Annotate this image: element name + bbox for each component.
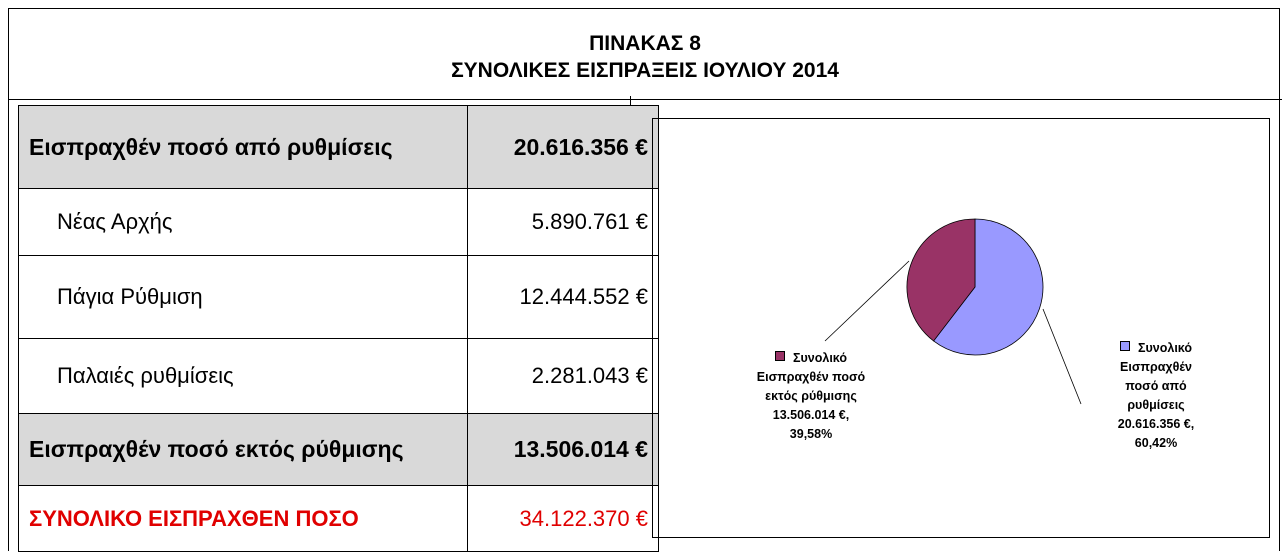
row-label: Εισπραχθέν ποσό από ρυθμίσεις [18, 105, 468, 189]
category-text: Συνολικό Εισπραχθέν ποσό από ρυθμίσεις [1120, 341, 1192, 412]
row-value: 5.890.761 € [467, 188, 659, 256]
amount-label: 20.616.356 €, [1117, 417, 1195, 431]
title: ΠΙΝΑΚΑΣ 8 [589, 32, 701, 55]
value-label: 39,58% [789, 427, 833, 441]
pie-slice [933, 218, 1044, 356]
slice-label: Συνολικό Εισπραχθέν ποσό από ρυθμίσεις 20… [1111, 339, 1201, 453]
row-label: Πάγια Ρύθμιση [18, 255, 468, 339]
divider [630, 96, 631, 108]
value-label: 60,42% [1134, 436, 1178, 450]
category-text: Συνολικό Εισπραχθέν ποσό εκτός ρύθμισης [756, 351, 866, 403]
table-row: Εισπραχθέν ποσό από ρυθμίσεις 20.616.356 … [18, 105, 659, 189]
category-name: Συνολικό Εισπραχθέν ποσό εκτός ρύθμισης [756, 349, 866, 406]
legend-swatch [1120, 341, 1130, 351]
frame [8, 8, 1280, 551]
row-value: 2.281.043 € [467, 338, 659, 414]
amount-label: 13.506.014 €, [772, 408, 850, 422]
table-row: Πάγια Ρύθμιση 12.444.552 € [18, 255, 659, 339]
row-label: ΣΥΝΟΛΙΚΟ ΕΙΣΠΡΑΧΘΕΝ ΠΟΣΟ [18, 485, 468, 552]
pie [824, 218, 1082, 405]
leader-line [1042, 308, 1082, 405]
row-label: Παλαιές ρυθμίσεις [18, 338, 468, 414]
row-value: 13.506.014 € [467, 413, 659, 486]
row-label: Νέας Αρχής [18, 188, 468, 256]
chart: Συνολικό Εισπραχθέν ποσό από ρυθμίσεις 20… [652, 118, 1270, 538]
legend-swatch [775, 351, 785, 361]
leader-line [824, 260, 910, 342]
table-row: Παλαιές ρυθμίσεις 2.281.043 € [18, 338, 659, 414]
pie-slice [906, 218, 976, 342]
slice-label: Συνολικό Εισπραχθέν ποσό εκτός ρύθμισης 1… [756, 349, 866, 444]
row-label: Εισπραχθέν ποσό εκτός ρύθμισης [18, 413, 468, 486]
subtitle: ΣΥΝΟΛΙΚΕΣ ΕΙΣΠΡΑΞΕΙΣ ΙΟΥΛΙΟΥ 2014 [451, 59, 839, 82]
table-row: ΣΥΝΟΛΙΚΟ ΕΙΣΠΡΑΧΘΕΝ ΠΟΣΟ 34.122.370 € [18, 485, 659, 552]
row-value: 34.122.370 € [467, 485, 659, 552]
table: Εισπραχθέν ποσό από ρυθμίσεις 20.616.356 … [18, 105, 659, 552]
row-value: 20.616.356 € [467, 105, 659, 189]
table-row: Νέας Αρχής 5.890.761 € [18, 188, 659, 256]
header: ΠΙΝΑΚΑΣ 8 ΣΥΝΟΛΙΚΕΣ ΕΙΣΠΡΑΞΕΙΣ ΙΟΥΛΙΟΥ 2… [8, 8, 1282, 100]
table-row: Εισπραχθέν ποσό εκτός ρύθμισης 13.506.014… [18, 413, 659, 486]
category-name: Συνολικό Εισπραχθέν ποσό από ρυθμίσεις [1111, 339, 1201, 415]
row-value: 12.444.552 € [467, 255, 659, 339]
